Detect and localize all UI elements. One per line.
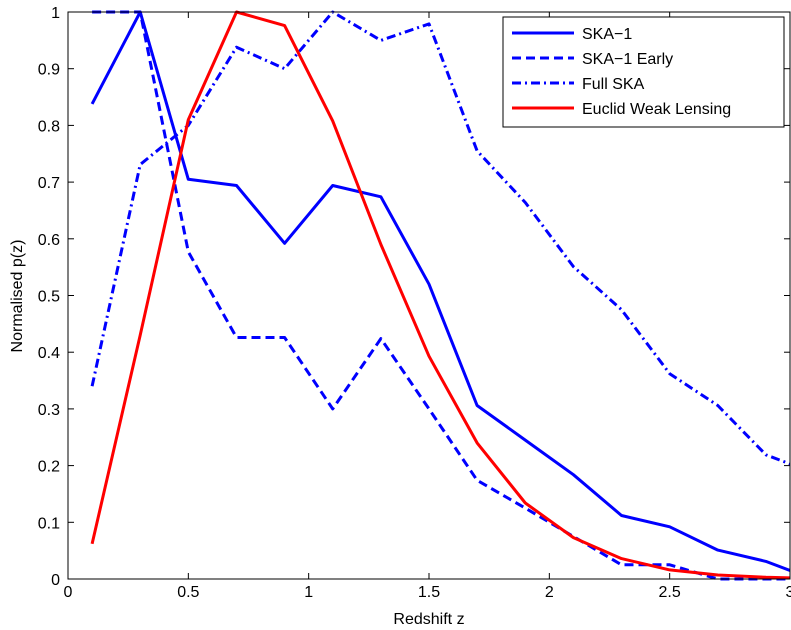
y-tick-label: 0.9: [38, 62, 60, 79]
y-tick-label: 0.6: [38, 232, 60, 249]
x-tick-label: 1.5: [418, 584, 440, 601]
legend-label: Euclid Weak Lensing: [582, 101, 731, 118]
legend-label: SKA−1 Early: [582, 51, 673, 68]
y-tick-label: 0.2: [38, 459, 60, 476]
y-tick-label: 0: [51, 572, 60, 589]
x-tick-label: 2: [545, 584, 554, 601]
y-tick-label: 0.8: [38, 118, 60, 135]
y-tick-label: 0.5: [38, 289, 60, 306]
legend-label: SKA−1: [582, 26, 632, 43]
y-axis-title: Normalised p(z): [9, 240, 26, 353]
plot-frame: [67, 11, 791, 580]
x-tick-label: 3: [786, 584, 791, 601]
y-tick-label: 0.3: [38, 402, 60, 419]
tick-labels: 0 0.5 1 1.5 2 2.5 3 0 0.1 0.2 0.3 0.4 0.5 0.6 0.7 0.8 0.…: [38, 5, 791, 601]
x-axis-title: Redshift z: [393, 611, 464, 628]
series-lines: [90, 10, 790, 581]
legend-label: Full SKA: [582, 76, 645, 93]
y-tick-label: 0.4: [38, 345, 60, 362]
y-tick-label: 0.7: [38, 175, 60, 192]
x-tick-label: 0.5: [177, 584, 199, 601]
x-tick-label: 2.5: [659, 584, 681, 601]
x-tick-label: 1: [304, 584, 313, 601]
series-line-1: [90, 10, 790, 572]
x-tick-label: 0: [64, 584, 73, 601]
y-tick-label: 1: [51, 5, 60, 22]
series-line-4: [90, 10, 790, 580]
legend: SKA−1 SKA−1 Early Full SKA Euclid Weak Lens…: [502, 16, 785, 128]
y-tick-label: 0.1: [38, 515, 60, 532]
